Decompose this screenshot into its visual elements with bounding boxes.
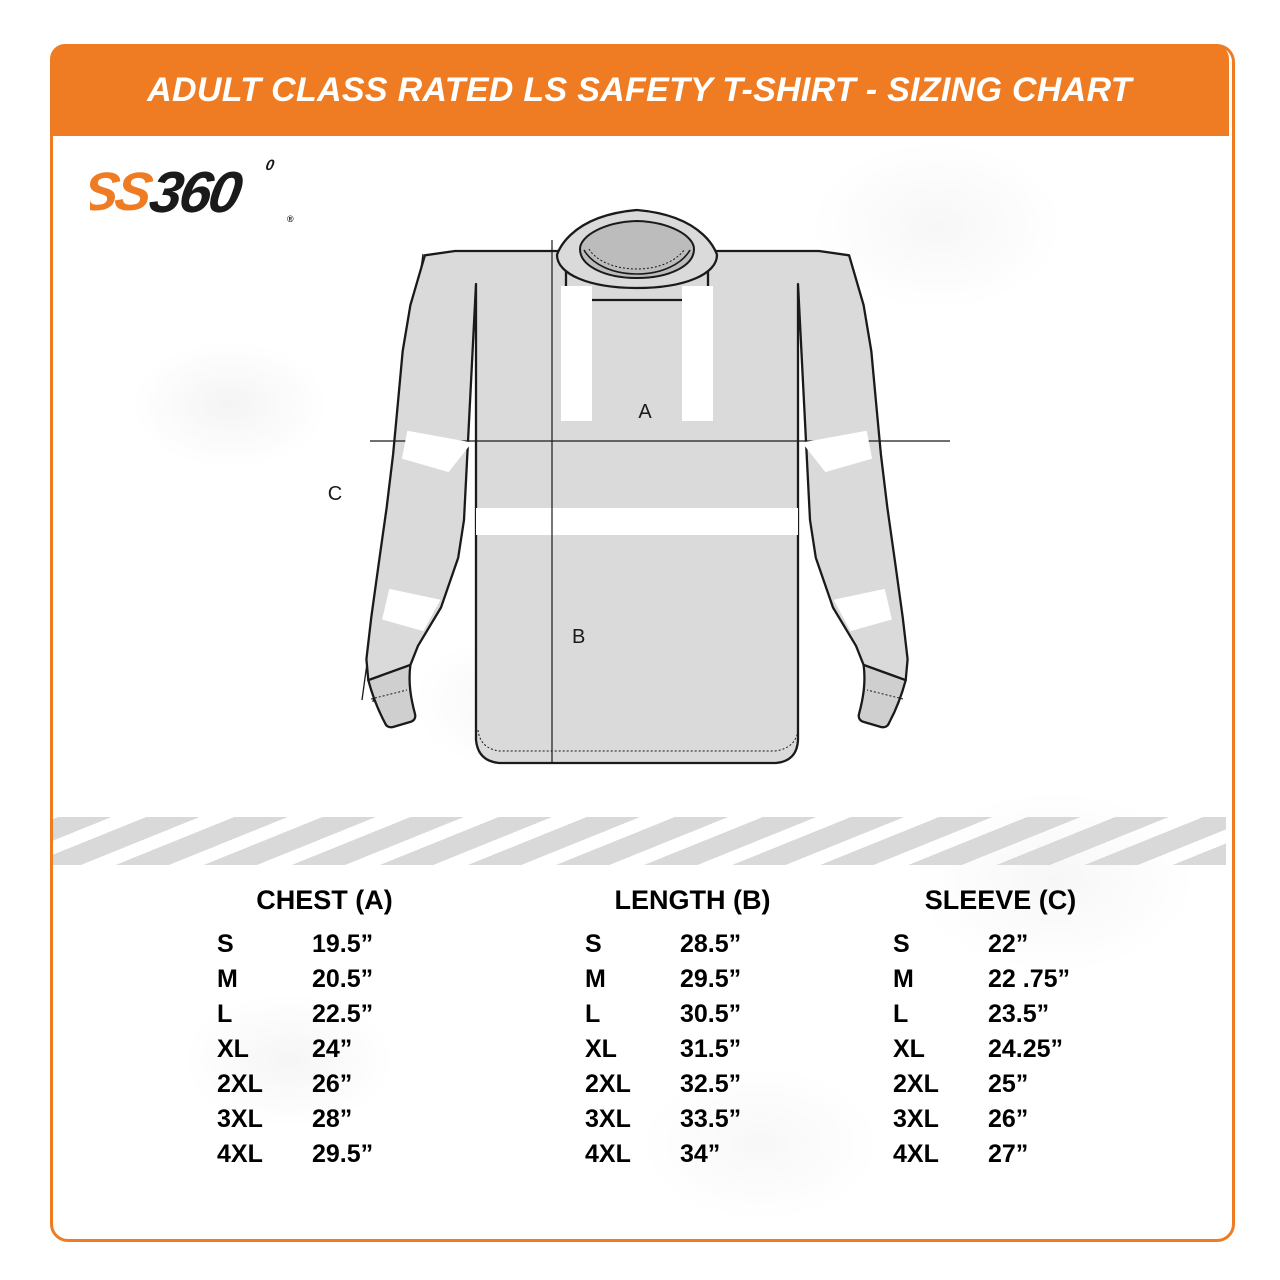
svg-text:B: B: [572, 626, 585, 648]
svg-text:A: A: [638, 401, 652, 423]
svg-text:C: C: [328, 483, 342, 505]
svg-text:®: ®: [287, 214, 294, 224]
svg-text:360: 360: [145, 160, 247, 225]
svg-text:0: 0: [264, 157, 276, 174]
